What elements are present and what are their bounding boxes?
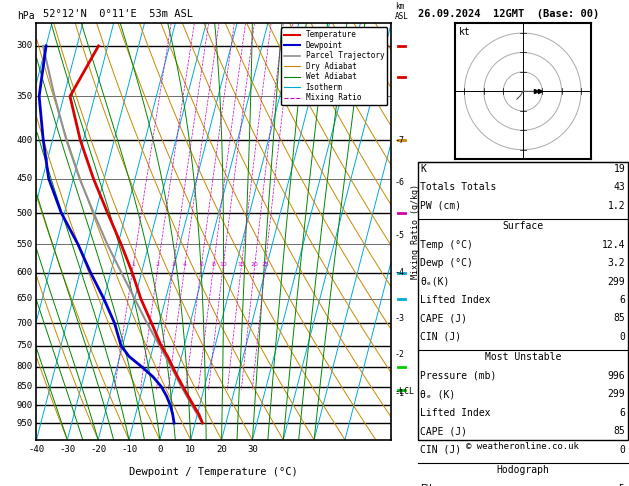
Text: 996: 996 — [608, 371, 625, 381]
Text: Lifted Index: Lifted Index — [420, 408, 491, 418]
Text: 850: 850 — [16, 382, 32, 391]
Text: 650: 650 — [16, 295, 32, 303]
Text: 20: 20 — [216, 445, 227, 454]
Text: 1: 1 — [131, 262, 135, 267]
Text: -LCL: -LCL — [394, 387, 414, 396]
Text: 6: 6 — [620, 295, 625, 305]
Text: -30: -30 — [59, 445, 75, 454]
Text: 52°12'N  0°11'E  53m ASL: 52°12'N 0°11'E 53m ASL — [43, 9, 192, 19]
Text: -5: -5 — [613, 484, 625, 486]
Text: Surface: Surface — [502, 221, 543, 231]
Text: CAPE (J): CAPE (J) — [420, 426, 467, 436]
Text: 3.2: 3.2 — [608, 258, 625, 268]
Text: θₑ (K): θₑ (K) — [420, 389, 455, 399]
Text: Most Unstable: Most Unstable — [484, 352, 561, 363]
Text: CIN (J): CIN (J) — [420, 445, 461, 455]
Text: -6: -6 — [394, 178, 404, 187]
Text: Totals Totals: Totals Totals — [420, 182, 496, 192]
Text: km
ASL: km ASL — [395, 2, 409, 21]
Text: kt: kt — [459, 27, 470, 37]
Text: -40: -40 — [28, 445, 45, 454]
Text: 19: 19 — [613, 164, 625, 174]
Text: 10: 10 — [186, 445, 196, 454]
Text: 15: 15 — [237, 262, 245, 267]
Text: hPa: hPa — [17, 11, 35, 21]
Text: 800: 800 — [16, 363, 32, 371]
Text: Hodograph: Hodograph — [496, 465, 549, 475]
Text: 2: 2 — [156, 262, 160, 267]
Text: 10: 10 — [219, 262, 227, 267]
Text: -5: -5 — [394, 231, 404, 240]
Text: -4: -4 — [394, 268, 404, 277]
Text: 0: 0 — [620, 332, 625, 342]
Text: 20: 20 — [250, 262, 259, 267]
Text: 85: 85 — [613, 426, 625, 436]
Text: EH: EH — [420, 484, 432, 486]
Text: 600: 600 — [16, 268, 32, 277]
Text: -20: -20 — [90, 445, 106, 454]
Text: 0: 0 — [620, 445, 625, 455]
Text: Mixing Ratio (g/kg): Mixing Ratio (g/kg) — [411, 184, 420, 279]
Text: PW (cm): PW (cm) — [420, 201, 461, 211]
Text: 12.4: 12.4 — [602, 240, 625, 250]
Text: 6: 6 — [620, 408, 625, 418]
Text: -1: -1 — [394, 389, 404, 398]
Text: K: K — [420, 164, 426, 174]
Text: Pressure (mb): Pressure (mb) — [420, 371, 496, 381]
Text: -3: -3 — [394, 314, 404, 323]
Text: 299: 299 — [608, 277, 625, 287]
Text: 3: 3 — [171, 262, 175, 267]
Text: 900: 900 — [16, 401, 32, 410]
Text: Temp (°C): Temp (°C) — [420, 240, 473, 250]
Text: CAPE (J): CAPE (J) — [420, 313, 467, 324]
Text: -10: -10 — [121, 445, 137, 454]
Text: 85: 85 — [613, 313, 625, 324]
Text: 8: 8 — [211, 262, 215, 267]
Text: 500: 500 — [16, 208, 32, 218]
Text: 4: 4 — [182, 262, 187, 267]
Text: Lifted Index: Lifted Index — [420, 295, 491, 305]
Text: 700: 700 — [16, 319, 32, 328]
Text: 300: 300 — [16, 41, 32, 51]
Text: θₑ(K): θₑ(K) — [420, 277, 450, 287]
Text: CIN (J): CIN (J) — [420, 332, 461, 342]
Text: 299: 299 — [608, 389, 625, 399]
Text: 450: 450 — [16, 174, 32, 183]
Text: -2: -2 — [394, 350, 404, 359]
Text: 350: 350 — [16, 92, 32, 101]
Text: 1.2: 1.2 — [608, 201, 625, 211]
Text: Dewp (°C): Dewp (°C) — [420, 258, 473, 268]
Legend: Temperature, Dewpoint, Parcel Trajectory, Dry Adiabat, Wet Adiabat, Isotherm, Mi: Temperature, Dewpoint, Parcel Trajectory… — [281, 27, 387, 105]
Text: 30: 30 — [247, 445, 258, 454]
Text: Dewpoint / Temperature (°C): Dewpoint / Temperature (°C) — [130, 467, 298, 477]
Text: 0: 0 — [157, 445, 162, 454]
Text: 26.09.2024  12GMT  (Base: 00): 26.09.2024 12GMT (Base: 00) — [418, 9, 599, 19]
Text: © weatheronline.co.uk: © weatheronline.co.uk — [466, 442, 579, 451]
Text: 550: 550 — [16, 240, 32, 249]
Text: 25: 25 — [261, 262, 269, 267]
Text: 400: 400 — [16, 136, 32, 144]
Text: 750: 750 — [16, 341, 32, 350]
Text: 6: 6 — [199, 262, 203, 267]
Text: 950: 950 — [16, 418, 32, 428]
Text: -7: -7 — [394, 136, 404, 144]
Text: 43: 43 — [613, 182, 625, 192]
